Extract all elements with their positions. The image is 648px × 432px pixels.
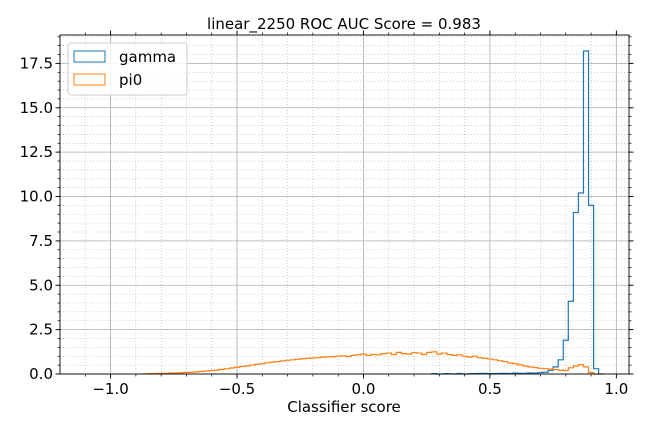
x-tick-label: 1.0 <box>604 380 628 398</box>
axes-frame <box>59 34 630 375</box>
series-pi0-histogram <box>142 351 599 375</box>
y-tick-label: 10.0 <box>20 188 53 206</box>
legend-box <box>67 42 188 96</box>
y-tick-label: 12.5 <box>20 143 53 161</box>
legend-swatch-gamma <box>73 50 106 63</box>
x-tick-label: −1.0 <box>92 380 128 398</box>
y-tick-label: 15.0 <box>20 99 53 117</box>
legend-swatch-pi0 <box>73 73 106 86</box>
legend-label-pi0: pi0 <box>119 71 142 89</box>
legend-label-gamma: gamma <box>119 48 176 66</box>
x-tick-label: 0.5 <box>478 380 502 398</box>
y-tick-label: 5.0 <box>29 276 53 294</box>
plot-area: −1.0 −0.5 0.0 0.5 1.0 0.0 2.5 5.0 7.5 10.0 12.5 15.… <box>20 30 634 398</box>
chart-title: linear_2250 ROC AUC Score = 0.983 <box>207 15 481 34</box>
y-tick-label: 17.5 <box>20 54 53 72</box>
x-axis-label: Classifier score <box>287 398 401 416</box>
y-tick-label: 7.5 <box>29 232 53 250</box>
y-tick-label: 2.5 <box>29 321 53 339</box>
x-tick-label: 0.0 <box>352 380 376 398</box>
series-gamma-histogram <box>431 50 604 375</box>
legend: gamma pi0 <box>67 42 188 96</box>
x-tick-label: −0.5 <box>219 380 255 398</box>
y-tick-label: 0.0 <box>29 365 53 383</box>
